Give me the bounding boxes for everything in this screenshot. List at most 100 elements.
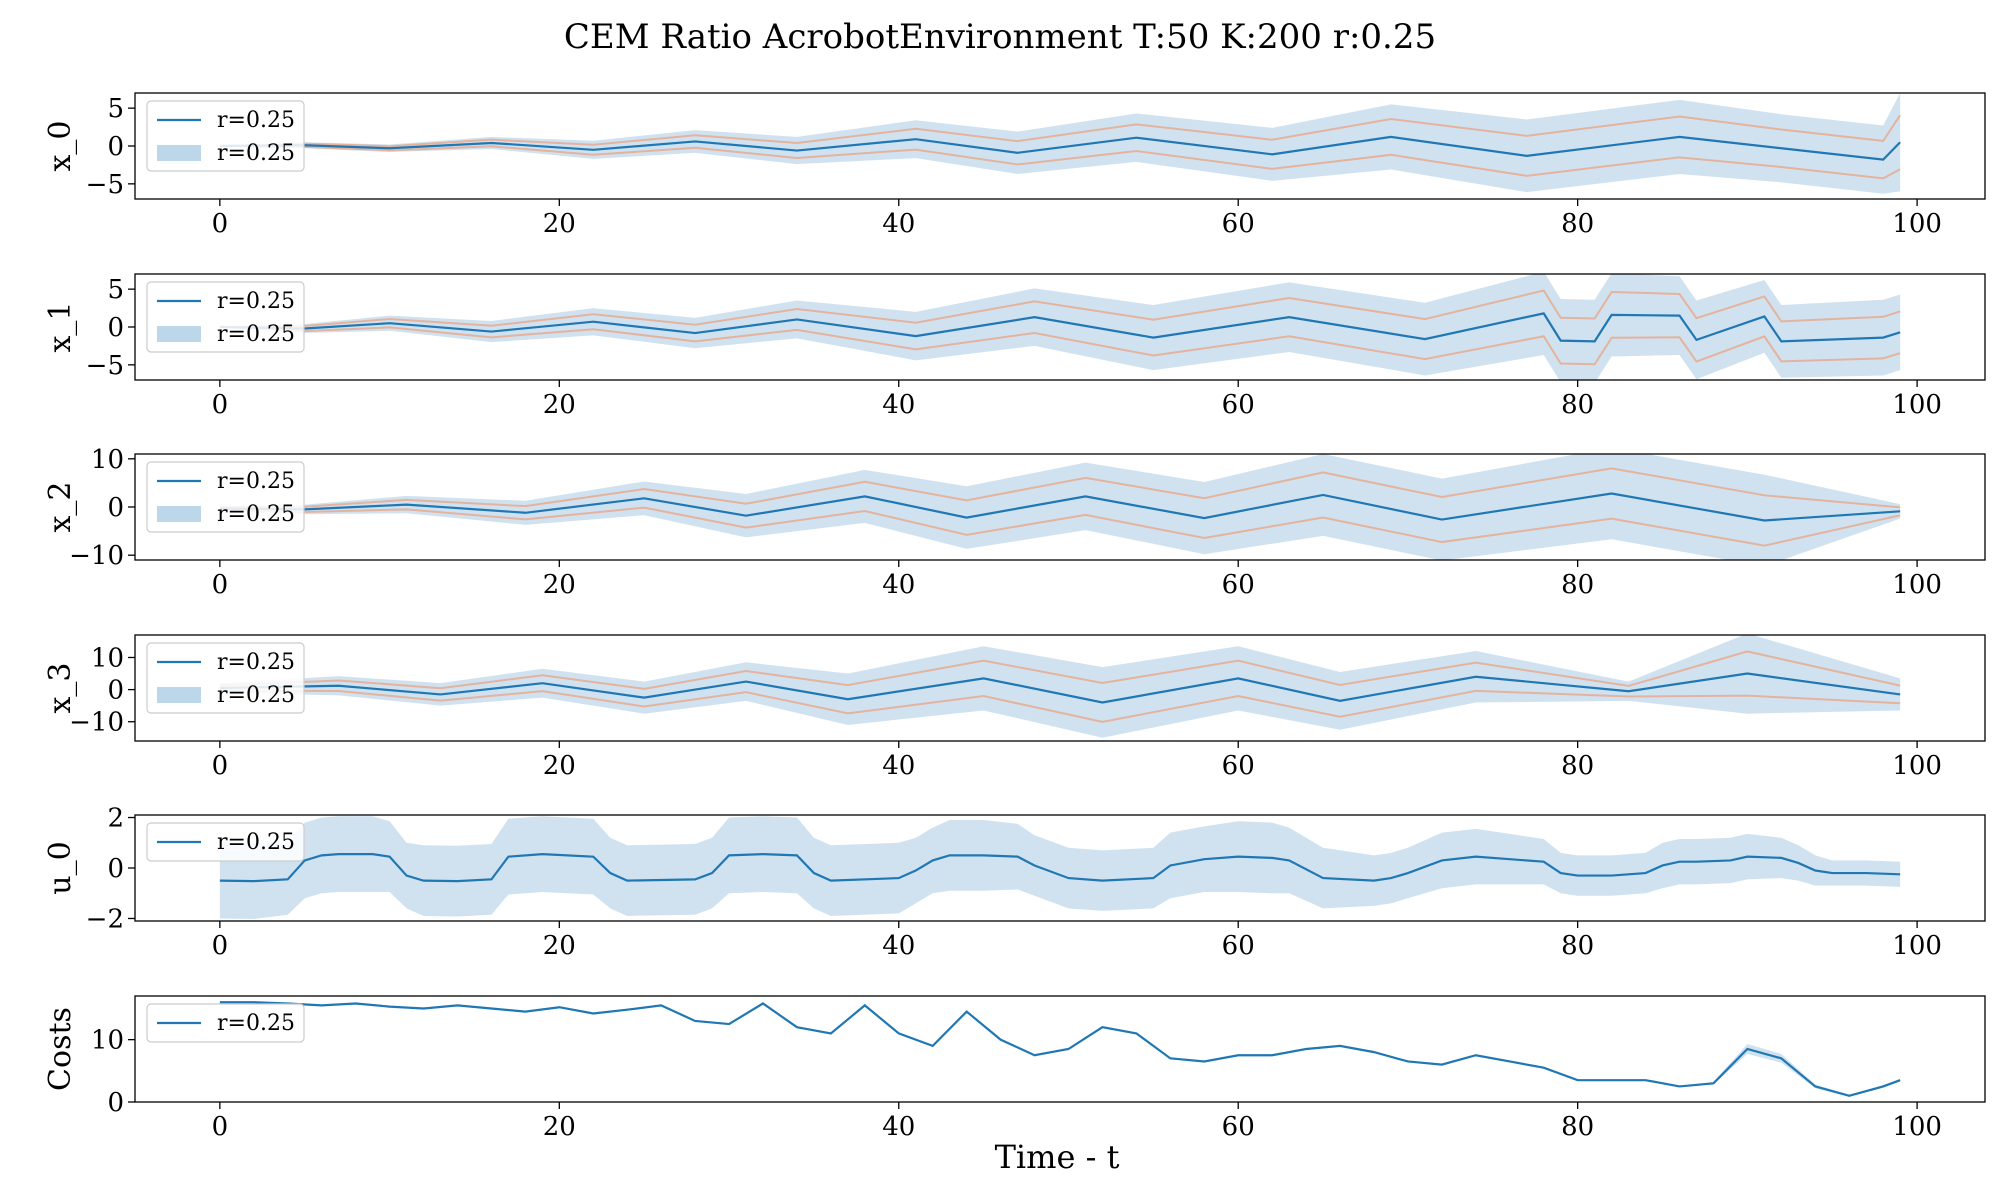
- x-tick-label: 60: [1222, 570, 1255, 600]
- x-tick-label: 0: [212, 1112, 229, 1142]
- lower-bound-line: [219, 506, 1901, 547]
- std-band: [219, 1001, 1901, 1098]
- x-tick-label: 20: [543, 931, 576, 961]
- x-tick-label: 100: [1892, 751, 1942, 781]
- plot-area: [219, 93, 1901, 194]
- legend-label: r=0.25: [217, 650, 295, 675]
- legend-band-swatch: [157, 326, 201, 342]
- x-tick-label: 100: [1892, 390, 1942, 420]
- x-tick-label: 80: [1561, 570, 1594, 600]
- y-axis-label: x_0: [43, 120, 78, 171]
- std-band: [219, 454, 1901, 560]
- upper-bound-line: [219, 467, 1901, 509]
- x-tick-label: 60: [1222, 209, 1255, 239]
- x-tick-label: 80: [1561, 751, 1594, 781]
- x-tick-label: 40: [882, 931, 915, 961]
- y-tick-label: 0: [107, 313, 124, 343]
- y-axis-label: Costs: [43, 1007, 78, 1091]
- legend-box: [146, 1003, 305, 1043]
- figure-title: CEM Ratio AcrobotEnvironment T:50 K:200 …: [564, 17, 1436, 57]
- upper-bound-line: [219, 289, 1901, 328]
- y-tick-label: −10: [69, 541, 124, 571]
- y-tick-label: 10: [91, 1026, 124, 1056]
- x-tick-label: 0: [212, 570, 229, 600]
- x-tick-label: 80: [1561, 390, 1594, 420]
- x-tick-label: 100: [1892, 570, 1942, 600]
- upper-bound-line: [219, 650, 1901, 690]
- x-tick-label: 100: [1892, 1112, 1942, 1142]
- y-tick-label: −2: [86, 904, 124, 934]
- axes-frame: [134, 634, 1986, 742]
- legend-label: r=0.25: [217, 1011, 295, 1036]
- y-axis-label: x_2: [43, 481, 78, 532]
- legend-label: r=0.25: [217, 469, 295, 494]
- x-tick-label: 40: [882, 390, 915, 420]
- std-band: [219, 816, 1901, 919]
- y-tick-label: 0: [107, 132, 124, 162]
- mean-line: [219, 135, 1901, 161]
- plot-area: [219, 635, 1901, 738]
- y-tick-label: −5: [86, 351, 124, 381]
- x-tick-label: 20: [543, 570, 576, 600]
- y-tick-label: 5: [107, 275, 124, 305]
- x-tick-label: 80: [1561, 1112, 1594, 1142]
- y-axis-label: u_0: [43, 841, 78, 894]
- y-tick-label: −10: [69, 708, 124, 738]
- subplot-x-2: 0 20 40 60 80 100 −10 0 10 x_2 r=0.25 r=0.25: [43, 445, 1986, 600]
- x-tick-label: 0: [212, 931, 229, 961]
- x-tick-label: 80: [1561, 931, 1594, 961]
- y-tick-label: 0: [107, 676, 124, 706]
- lower-bound-line: [219, 145, 1901, 180]
- y-tick-label: −5: [86, 170, 124, 200]
- legend-band-swatch: [157, 145, 201, 161]
- y-tick-label: 10: [91, 445, 124, 475]
- mean-line: [219, 492, 1901, 522]
- subplot-x-1: 0 20 40 60 80 100 −5 0 5 x_1 r=0.25 r=0.25: [43, 273, 1986, 420]
- x-tick-label: 40: [882, 1112, 915, 1142]
- y-axis-label: x_3: [43, 662, 78, 713]
- x-tick-label: 0: [212, 209, 229, 239]
- x-tick-label: 60: [1222, 931, 1255, 961]
- upper-bound-line: [219, 114, 1901, 148]
- y-axis-label: x_1: [43, 301, 78, 352]
- y-tick-label: 0: [107, 1088, 124, 1118]
- plot-area: [219, 454, 1901, 560]
- subplot-x-0: 0 20 40 60 80 100 −5 0 5 x_0 r=0.25 r=0.25: [43, 92, 1986, 239]
- legend: r=0.25 r=0.25: [146, 100, 305, 172]
- x-tick-label: 40: [882, 751, 915, 781]
- x-axis-label: Time - t: [995, 1138, 1120, 1176]
- x-tick-label: 0: [212, 751, 229, 781]
- mean-line: [219, 672, 1901, 704]
- legend: r=0.25: [146, 1003, 305, 1043]
- legend: r=0.25 r=0.25: [146, 281, 305, 353]
- legend: r=0.25: [146, 822, 305, 862]
- plot-area: [219, 1001, 1901, 1098]
- plot-area: [219, 816, 1901, 919]
- x-tick-label: 100: [1892, 931, 1942, 961]
- std-band: [219, 274, 1901, 380]
- legend-band-swatch: [157, 506, 201, 522]
- legend-label: r=0.25: [217, 141, 295, 166]
- x-tick-label: 60: [1222, 390, 1255, 420]
- x-tick-label: 40: [882, 209, 915, 239]
- x-tick-label: 20: [543, 209, 576, 239]
- legend-label: r=0.25: [217, 322, 295, 347]
- x-tick-label: 60: [1222, 1112, 1255, 1142]
- mean-line: [219, 312, 1901, 343]
- y-tick-label: 5: [107, 94, 124, 124]
- subplot-costs: 0 20 40 60 80 100 0 10 Costs r=0.25: [43, 995, 1986, 1142]
- lower-bound-line: [219, 689, 1901, 723]
- x-tick-label: 20: [543, 390, 576, 420]
- legend-label: r=0.25: [217, 289, 295, 314]
- x-tick-label: 100: [1892, 209, 1942, 239]
- x-tick-label: 20: [543, 1112, 576, 1142]
- legend-band-swatch: [157, 687, 201, 703]
- y-tick-label: 0: [107, 854, 124, 884]
- legend-box: [146, 822, 305, 862]
- legend-label: r=0.25: [217, 108, 295, 133]
- x-tick-label: 60: [1222, 751, 1255, 781]
- x-tick-label: 20: [543, 751, 576, 781]
